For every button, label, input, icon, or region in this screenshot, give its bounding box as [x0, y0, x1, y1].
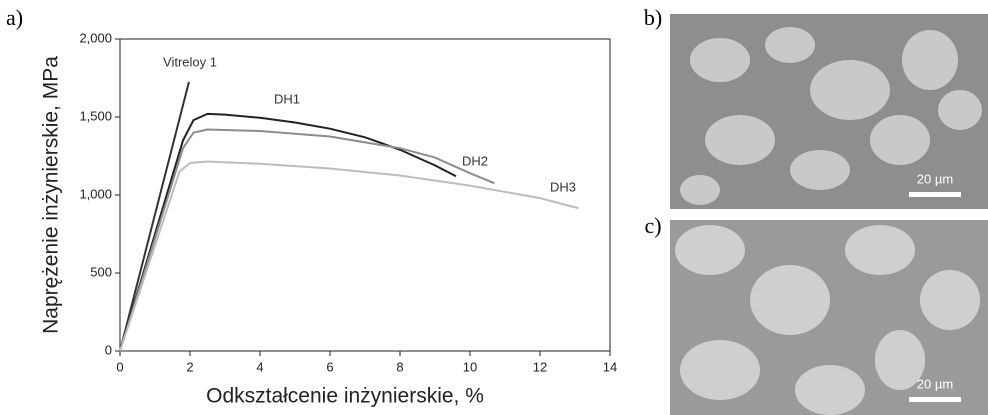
y-tick-label: 0 — [105, 342, 112, 357]
micrograph-c: c) 20 µm — [644, 213, 988, 415]
scale-bar-label: 20 µm — [917, 171, 953, 186]
scale-bar-label: 20 µm — [917, 376, 953, 391]
series-label: Vitreloy 1 — [163, 54, 217, 69]
x-tick-label: 6 — [326, 359, 333, 374]
x-tick-label: 4 — [256, 359, 263, 374]
data-line — [119, 128, 495, 352]
series-label: DH3 — [550, 179, 576, 194]
plot-frame — [119, 38, 611, 352]
x-tick-label: 0 — [116, 359, 123, 374]
x-tick-label: 14 — [603, 359, 617, 374]
micrograph-b: b) 20 µm — [644, 5, 988, 209]
y-tick-label: 2,000 — [79, 30, 112, 45]
y-tick-label: 500 — [90, 264, 112, 279]
scale-bar — [909, 397, 961, 402]
data-line — [119, 112, 457, 352]
x-tick-label: 10 — [463, 359, 477, 374]
dendrites — [675, 225, 980, 415]
series-label: DH2 — [462, 153, 488, 168]
dendrites — [680, 27, 982, 205]
x-tick-label: 8 — [396, 359, 403, 374]
data-line — [119, 160, 579, 352]
x-tick-label: 2 — [186, 359, 193, 374]
panel-label: c) — [644, 213, 661, 238]
data-line — [119, 81, 190, 352]
x-axis-title: Odkształcenie inżynierskie, % — [206, 385, 484, 408]
panel-label: a) — [6, 5, 23, 30]
scale-bar — [909, 192, 961, 197]
y-axis-title: Naprężenie inżynierskie, MPa — [40, 56, 63, 334]
y-tick-label: 1,500 — [79, 108, 112, 123]
series-label: DH1 — [274, 91, 300, 106]
panel-label: b) — [644, 5, 662, 30]
x-tick-label: 12 — [533, 359, 547, 374]
y-tick-label: 1,000 — [79, 186, 112, 201]
